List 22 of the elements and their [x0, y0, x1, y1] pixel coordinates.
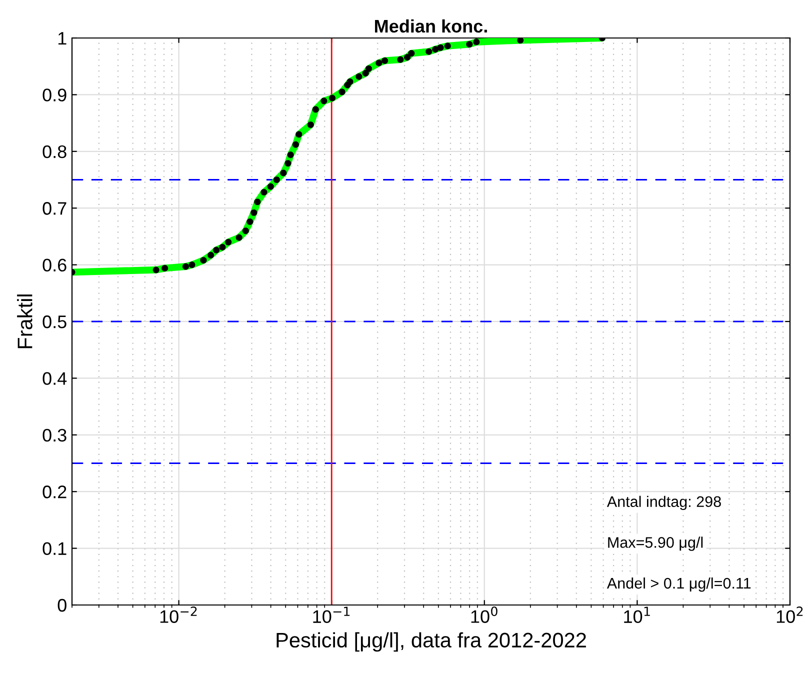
annotation: Antal indtag: 298: [606, 496, 721, 510]
annotation: Andel > 0.1 μg/l=0.11: [606, 577, 751, 592]
x-tick-label: 10$^{0}$: [471, 606, 498, 623]
x-axis-title: Pesticid [μg/l], data fra 2012-2022: [276, 632, 586, 652]
y-tick-label: 0.3: [42, 428, 66, 442]
y-tick-label: 1: [58, 32, 66, 45]
x-tick-label: 10$^{−2}$: [160, 606, 197, 623]
y-tick-label: 0.8: [42, 145, 66, 158]
y-axis-title: Fraktil: [17, 294, 32, 348]
y-tick-label: 0.5: [42, 315, 66, 328]
y-tick-label: 0.9: [42, 88, 66, 102]
y-tick-label: 0.2: [42, 486, 66, 498]
y-tick-label: 0.4: [42, 372, 67, 385]
x-tick-label: 10$^{1}$: [624, 606, 650, 623]
y-tick-label: 0.6: [42, 258, 66, 272]
x-tick-label: 10$^{−1}$: [313, 606, 350, 623]
y-tick-label: 0.7: [42, 202, 66, 215]
y-tick-label: 0.1: [42, 542, 66, 556]
chart-title: Median konc.: [375, 19, 487, 33]
x-tick-label: 10$^{2}$: [776, 606, 803, 623]
y-tick-label: 0: [58, 598, 66, 612]
annotation: Max=5.90 μg/l: [608, 536, 703, 551]
